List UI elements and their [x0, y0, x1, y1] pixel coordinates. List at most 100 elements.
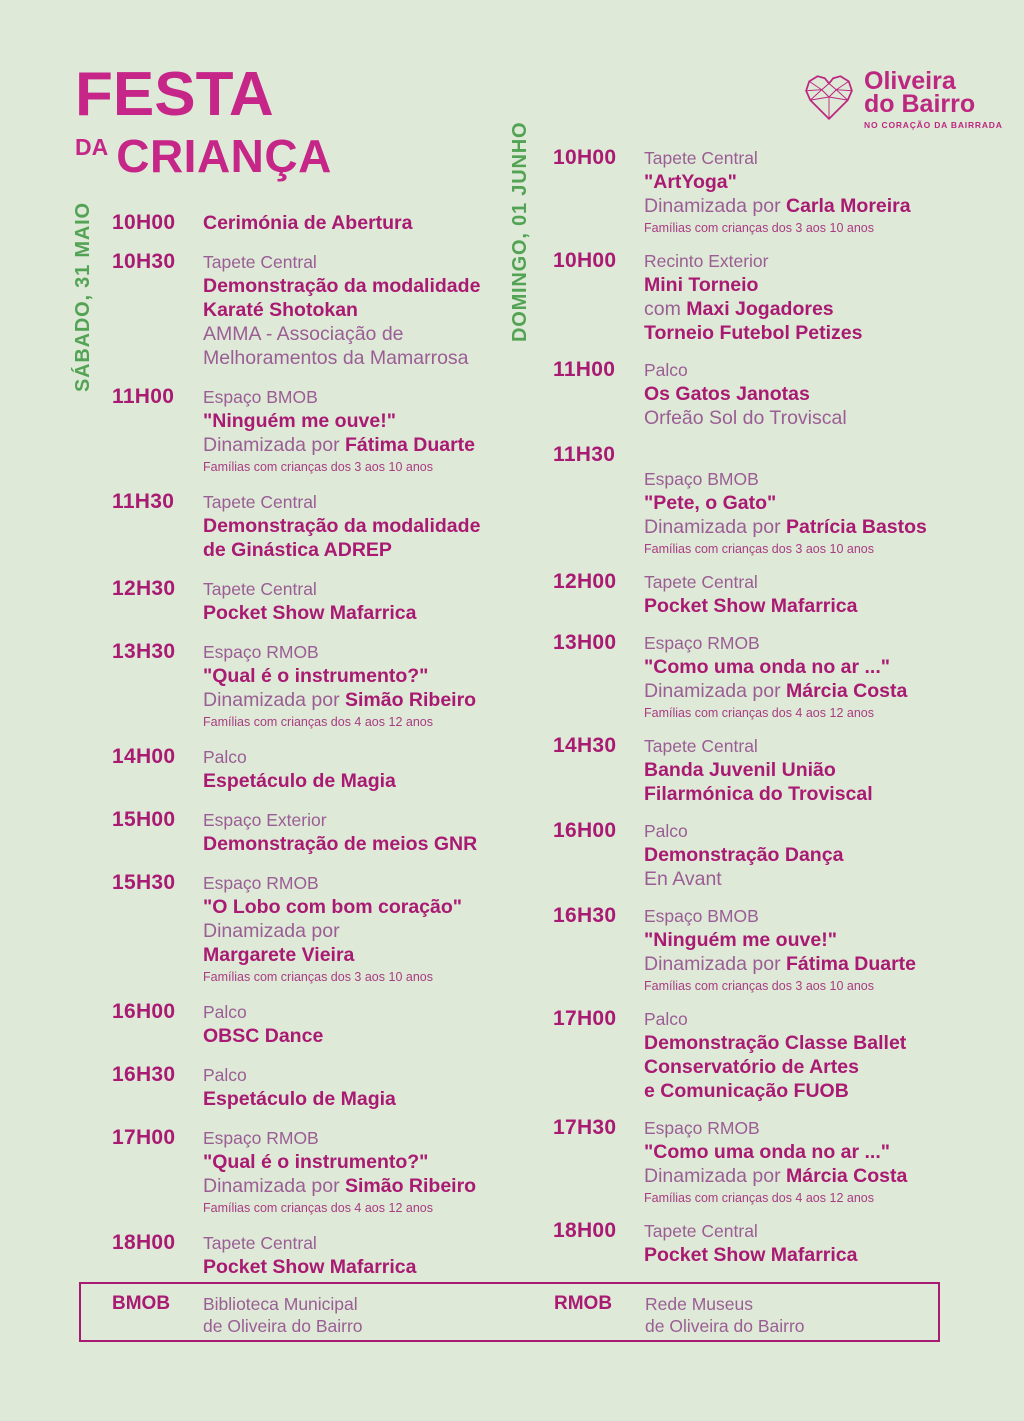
lowpoly-heart-icon	[805, 75, 853, 120]
event-time: 11H30	[553, 443, 616, 466]
event-content: Tapete Central Demonstração da modalidade…	[203, 490, 532, 562]
event-line: Filarmónica do Troviscal	[644, 782, 973, 806]
event-row: 15H30 Espaço RMOB "O Lobo com bom coração"…	[112, 871, 532, 985]
event-line-light-text: Dinamizada por	[644, 680, 786, 702]
event-line: Famílias com crianças dos 4 aos 12 anos	[203, 1200, 532, 1216]
event-line-light-text: com	[644, 298, 687, 320]
event-line-bold-text: "Pete, o Gato"	[644, 492, 777, 514]
event-line-bold-text: Karaté Shotokan	[203, 299, 358, 321]
event-row: 16H00 Palco OBSC Dance	[112, 1000, 532, 1048]
event-line: Famílias com crianças dos 4 aos 12 anos	[203, 714, 532, 730]
event-line: Demonstração da modalidade	[203, 514, 532, 538]
event-time: 18H00	[112, 1231, 176, 1254]
event-line-bold-text: Pocket Show Mafarrica	[644, 1244, 858, 1266]
event-line-bold-text: Cerimónia de Abertura	[203, 212, 413, 234]
event-row: 10H00 Tapete Central "ArtYoga" Dinamizada p…	[553, 146, 973, 236]
event-line-light-text: Famílias com crianças dos 3 aos 10 anos	[644, 542, 874, 556]
event-line: Os Gatos Janotas	[644, 382, 973, 406]
event-line: Famílias com crianças dos 3 aos 10 anos	[644, 978, 973, 994]
event-line: Pocket Show Mafarrica	[203, 1255, 532, 1279]
event-line-light-text: Espaço BMOB	[644, 469, 759, 489]
event-line-bold-text: "Ninguém me ouve!"	[644, 929, 837, 951]
event-line-light-text: Famílias com crianças dos 4 aos 12 anos	[644, 1191, 874, 1205]
event-content: Espaço BMOB "Pete, o Gato" Dinamizada por …	[644, 443, 973, 557]
event-row: 12H00 Tapete Central Pocket Show Mafarrica	[553, 570, 973, 618]
event-line-bold-text: Demonstração da modalidade	[203, 515, 481, 537]
event-row: 11H00 Espaço BMOB "Ninguém me ouve!" Dinami…	[112, 385, 532, 475]
legend-text-line: de Oliveira do Bairro	[645, 1316, 805, 1336]
event-content: Palco Espetáculo de Magia	[203, 745, 532, 793]
event-line-bold-text: Pocket Show Mafarrica	[644, 595, 858, 617]
event-time: 17H30	[553, 1116, 617, 1139]
event-row: 10H30 Tapete Central Demonstração da modal…	[112, 250, 532, 370]
event-row: 17H00 Palco Demonstração Classe Ballet Cons…	[553, 1007, 973, 1103]
legend-text: Rede Museus de Oliveira do Bairro	[645, 1293, 805, 1337]
event-line: Famílias com crianças dos 4 aos 12 anos	[644, 705, 973, 721]
event-line-bold-text: e Comunicação FUOB	[644, 1080, 849, 1102]
event-content: Palco Demonstração Dança En Avant	[644, 819, 973, 891]
event-line-light-text: Tapete Central	[203, 1233, 317, 1253]
event-line-light-text: Dinamizada por	[203, 434, 345, 456]
event-line-light-text: Palco	[644, 1009, 688, 1029]
event-time: 10H30	[112, 250, 176, 273]
event-line: Famílias com crianças dos 3 aos 10 anos	[203, 459, 532, 475]
day-label-saturday: SÁBADO, 31 MAIO	[72, 202, 94, 392]
event-content: Palco Demonstração Classe Ballet Conservat…	[644, 1007, 973, 1103]
legend-entry: BMOB Biblioteca Municipal de Oliveira do B…	[112, 1293, 363, 1337]
event-line: Palco	[644, 819, 973, 843]
legend-text-line: Rede Museus	[645, 1294, 753, 1314]
event-time: 13H00	[553, 631, 617, 654]
event-line-light-text: Famílias com crianças dos 4 aos 12 anos	[203, 715, 433, 729]
event-line-light-text: Melhoramentos da Mamarrosa	[203, 347, 469, 369]
event-line-bold-text: "Ninguém me ouve!"	[203, 410, 396, 432]
event-line: Melhoramentos da Mamarrosa	[203, 346, 532, 370]
event-line: Dinamizada por Fátima Duarte	[644, 952, 973, 976]
event-content: Tapete Central Demonstração da modalidade…	[203, 250, 532, 370]
event-time: 14H30	[553, 734, 617, 757]
event-line-light-text: Tapete Central	[644, 572, 758, 592]
event-content: Tapete Central Banda Juvenil União Filarmó…	[644, 734, 973, 806]
event-line: Recinto Exterior	[644, 249, 973, 273]
event-line-light-text: Dinamizada por	[644, 953, 786, 975]
event-line-light-text: Dinamizada por	[644, 195, 786, 217]
event-line-light-text: Dinamizada por	[203, 1175, 345, 1197]
event-line: "Qual é o instrumento?"	[203, 664, 532, 688]
event-time: 16H00	[112, 1000, 176, 1023]
event-line: "ArtYoga"	[644, 170, 973, 194]
event-line-light-text: Espaço RMOB	[203, 873, 319, 893]
event-content: Palco Os Gatos Janotas Orfeão Sol do Trovi…	[644, 358, 973, 430]
event-line-light-text: Tapete Central	[644, 148, 758, 168]
event-line-light-text: Palco	[203, 1002, 247, 1022]
event-line: Dinamizada por Simão Ribeiro	[203, 1174, 532, 1198]
legend-text-line: de Oliveira do Bairro	[203, 1316, 363, 1336]
event-line: "Pete, o Gato"	[644, 491, 973, 515]
event-line: Espetáculo de Magia	[203, 769, 532, 793]
event-line: Demonstração da modalidade	[203, 274, 532, 298]
event-content: Tapete Central Pocket Show Mafarrica	[203, 577, 532, 625]
festival-title: FESTA DA CRIANÇA	[75, 64, 332, 180]
event-line-bold-text: Fátima Duarte	[344, 434, 476, 456]
event-line-light-text: Espaço RMOB	[644, 1118, 760, 1138]
event-row: 13H30 Espaço RMOB "Qual é o instrumento?" D…	[112, 640, 532, 730]
event-line: Espaço RMOB	[203, 640, 532, 664]
event-time: 17H00	[112, 1126, 176, 1149]
event-line-light-text: Tapete Central	[203, 252, 317, 272]
event-time: 11H30	[112, 490, 175, 513]
event-line: Palco	[644, 358, 973, 382]
legend-abbr: RMOB	[554, 1293, 613, 1314]
event-line: Demonstração Classe Ballet	[644, 1031, 973, 1055]
event-line: Demonstração de meios GNR	[203, 832, 532, 856]
event-line-bold-text: Conservatório de Artes	[644, 1056, 859, 1078]
event-line: Espaço BMOB	[644, 904, 973, 928]
event-content: Tapete Central Pocket Show Mafarrica	[644, 570, 973, 618]
event-line-light-text: Espaço BMOB	[203, 387, 318, 407]
event-time: 15H00	[112, 808, 176, 831]
event-content: Recinto Exterior Mini Torneio com Maxi Jog…	[644, 249, 973, 345]
event-line: Famílias com crianças dos 4 aos 12 anos	[644, 1190, 973, 1206]
event-line-bold-text: Pocket Show Mafarrica	[203, 602, 417, 624]
event-line: Dinamizada por Patrícia Bastos	[644, 515, 973, 539]
event-content: Cerimónia de Abertura	[203, 211, 532, 235]
event-time: 11H00	[112, 385, 175, 408]
event-line-bold-text: de Ginástica ADREP	[203, 539, 392, 561]
event-row: 11H30 Tapete Central Demonstração da modal…	[112, 490, 532, 562]
